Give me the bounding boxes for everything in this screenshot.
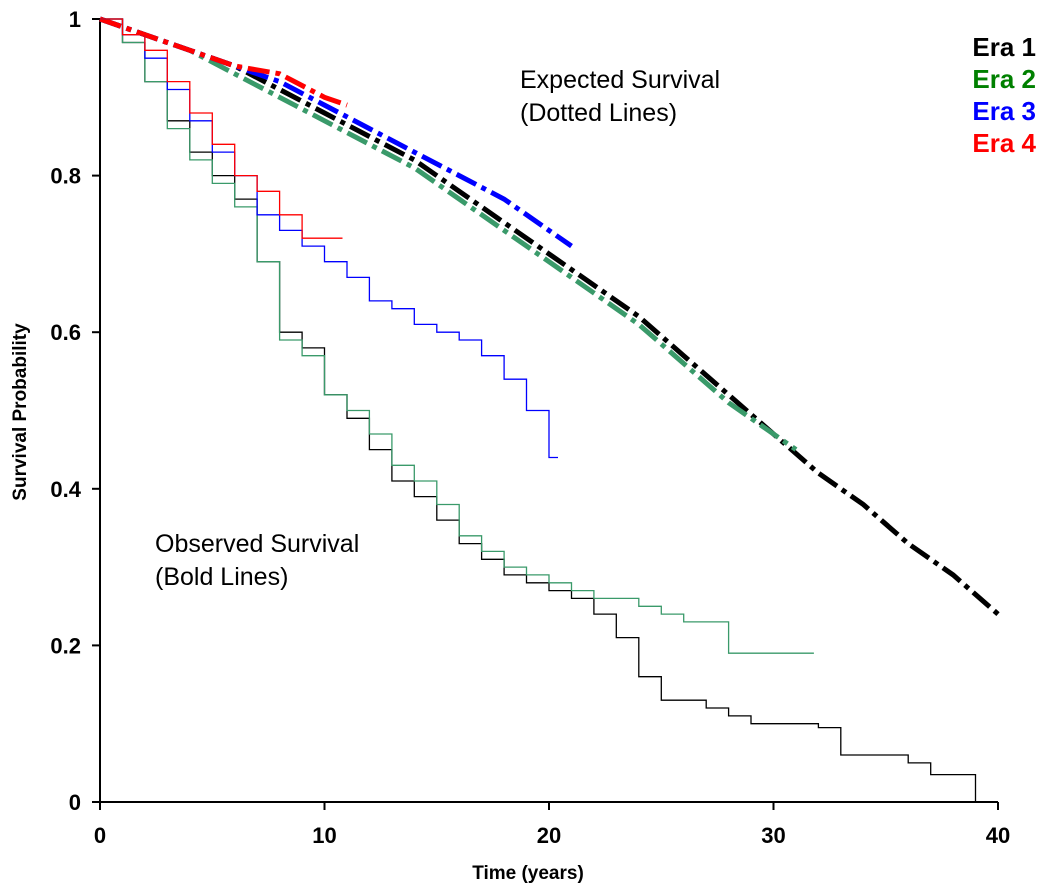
y-ticks: 0 0.2 0.4 0.6 0.8 1: [50, 7, 100, 815]
y-tick-label: 0: [69, 790, 81, 815]
legend-entry-era-3: Era 3: [972, 96, 1036, 126]
legend-entry-era-4: Era 4: [972, 128, 1036, 158]
annotations: Expected Survival (Dotted Lines) Observed …: [155, 66, 720, 591]
annotation-expected-line-1: Expected Survival: [520, 66, 720, 94]
x-tick-label: 30: [761, 823, 785, 848]
observed-line-era-4: [100, 18, 343, 239]
x-tick-label: 10: [312, 823, 336, 848]
expected-line-era-2: [99, 16, 798, 452]
annotation-observed-line-2: (Bold Lines): [155, 563, 288, 591]
legend-entry-era-2: Era 2: [972, 64, 1036, 94]
x-tick-label: 0: [94, 823, 106, 848]
annotation-expected-line-2: (Dotted Lines): [520, 99, 677, 127]
series-group: [99, 16, 1000, 802]
observed-line-era-2: [100, 18, 814, 654]
observed-line-era-3: [100, 18, 558, 459]
y-tick-label: 1: [69, 7, 81, 32]
x-tick-label: 40: [986, 823, 1010, 848]
x-axis-title: Time (years): [472, 863, 584, 884]
y-tick-label: 0.6: [50, 320, 81, 345]
expected-line-era-3: [99, 16, 573, 249]
axes: 0 0.2 0.4 0.6 0.8 1 0 10 20 30 40: [50, 7, 1010, 848]
x-ticks: 0 10 20 30 40: [94, 802, 1010, 848]
x-tick-label: 20: [537, 823, 561, 848]
y-tick-label: 0.4: [50, 477, 81, 502]
y-tick-label: 0.2: [50, 633, 81, 658]
y-axis-title: Survival Probability: [10, 323, 31, 501]
legend-entry-era-1: Era 1: [972, 32, 1036, 62]
annotation-observed-line-1: Observed Survival: [155, 530, 359, 558]
expected-line-era-4: [99, 16, 348, 108]
y-tick-label: 0.8: [50, 164, 81, 189]
